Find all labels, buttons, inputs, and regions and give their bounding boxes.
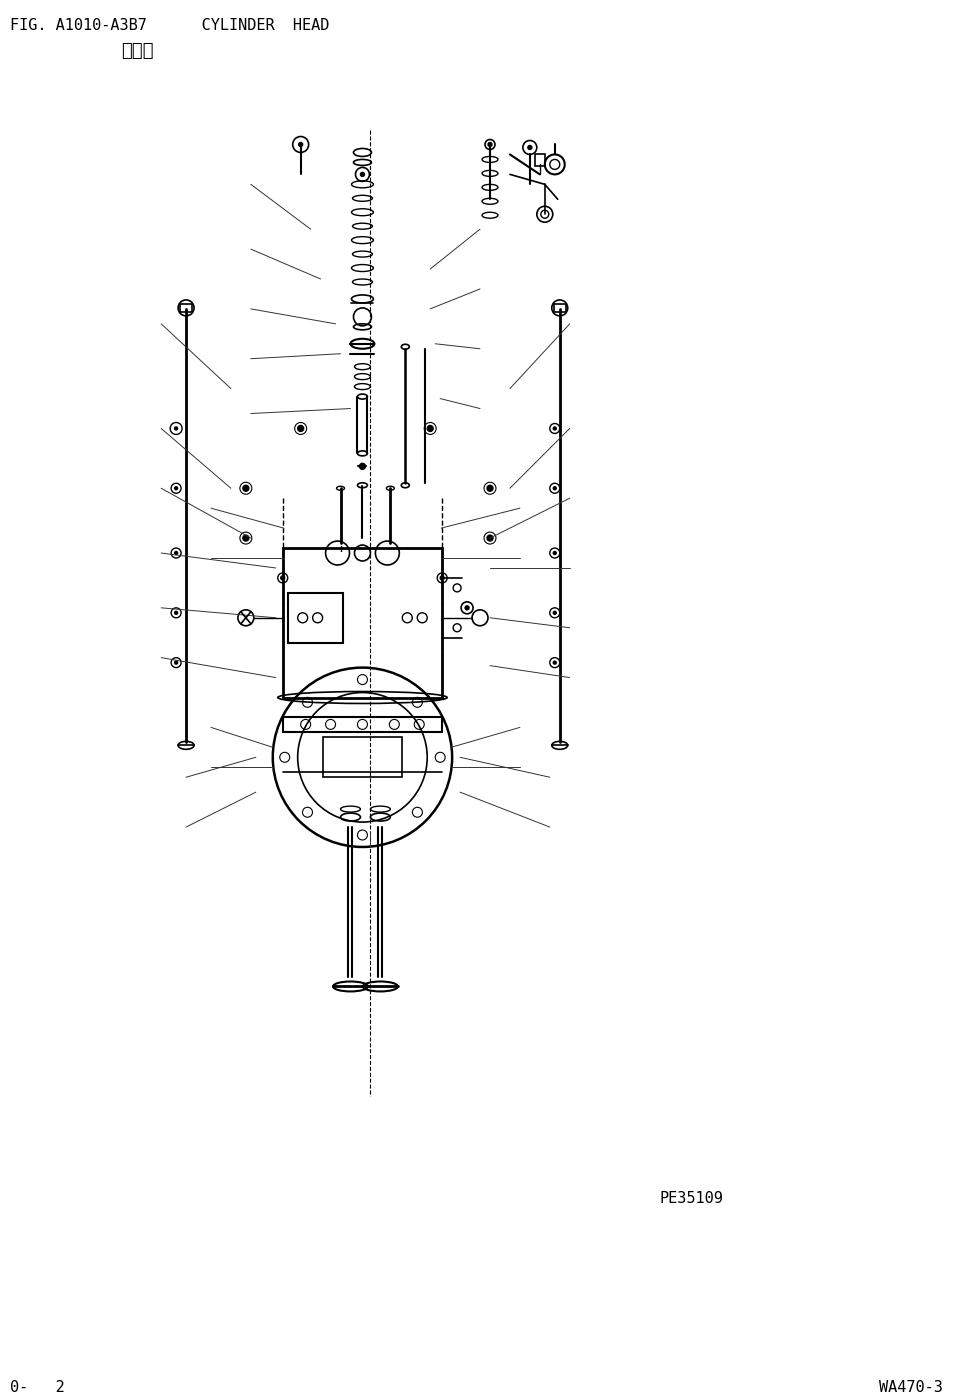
Circle shape bbox=[299, 143, 303, 147]
Circle shape bbox=[553, 552, 556, 555]
Circle shape bbox=[440, 576, 444, 580]
Text: 气缸盖: 气缸盖 bbox=[121, 42, 154, 60]
Bar bbox=[553, 303, 566, 312]
Bar bbox=[283, 548, 442, 698]
Circle shape bbox=[488, 143, 492, 147]
Circle shape bbox=[175, 611, 178, 614]
Circle shape bbox=[553, 611, 556, 614]
Circle shape bbox=[175, 661, 178, 664]
Circle shape bbox=[427, 425, 433, 432]
Circle shape bbox=[487, 485, 493, 491]
Circle shape bbox=[175, 426, 178, 431]
Circle shape bbox=[528, 145, 532, 150]
Circle shape bbox=[466, 605, 469, 610]
Circle shape bbox=[487, 535, 493, 541]
Bar bbox=[535, 154, 545, 166]
Circle shape bbox=[553, 487, 556, 489]
Text: FIG. A1010-A3B7      CYLINDER  HEAD: FIG. A1010-A3B7 CYLINDER HEAD bbox=[10, 18, 329, 34]
Circle shape bbox=[243, 535, 249, 541]
Circle shape bbox=[298, 425, 304, 432]
Circle shape bbox=[175, 487, 178, 489]
Text: 0-   2: 0- 2 bbox=[10, 1380, 64, 1395]
Bar bbox=[323, 737, 402, 777]
Text: WA470-3: WA470-3 bbox=[878, 1380, 943, 1395]
Circle shape bbox=[281, 576, 285, 580]
Circle shape bbox=[553, 426, 556, 431]
Circle shape bbox=[541, 210, 549, 218]
Text: PE35109: PE35109 bbox=[660, 1191, 723, 1205]
Circle shape bbox=[359, 463, 365, 470]
Bar bbox=[181, 303, 192, 312]
Circle shape bbox=[360, 172, 364, 176]
Circle shape bbox=[175, 552, 178, 555]
Bar bbox=[288, 593, 343, 643]
Circle shape bbox=[553, 661, 556, 664]
Circle shape bbox=[243, 485, 249, 491]
Bar bbox=[283, 717, 442, 733]
